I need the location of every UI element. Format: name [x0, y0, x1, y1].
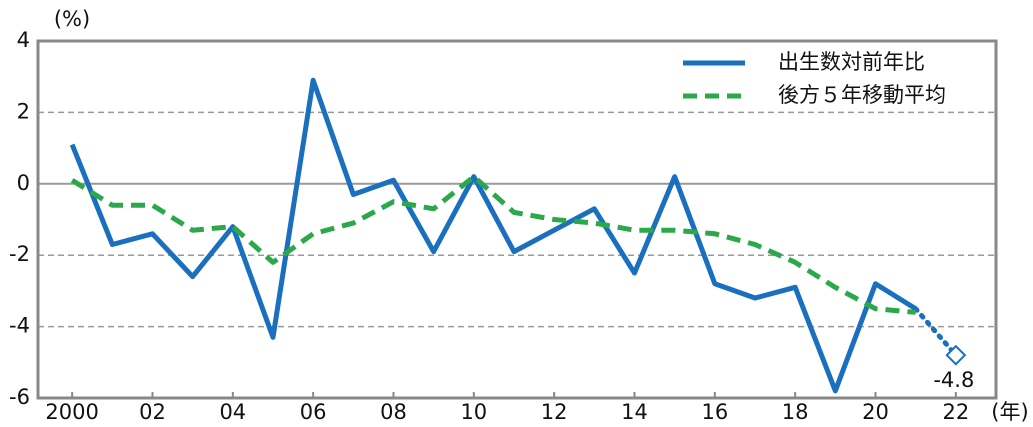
x-tick-label: 18	[782, 400, 809, 424]
series-line	[69, 77, 917, 394]
x-tick-label: 16	[701, 400, 728, 424]
y-tick-label: -2	[9, 242, 30, 266]
y-tick-label: 2	[17, 99, 30, 123]
x-tick-label: 08	[380, 400, 407, 424]
series-line	[70, 174, 916, 315]
x-tick-label: 04	[219, 400, 246, 424]
y-tick-label: -4	[9, 314, 30, 338]
x-tick-label: 02	[139, 400, 166, 424]
legend-label: 後方５年移動平均	[778, 83, 946, 107]
x-tick-label: 06	[300, 400, 327, 424]
y-tick-label: -6	[9, 385, 30, 409]
y-tick-label: 0	[17, 171, 30, 195]
estimate-marker	[945, 344, 967, 366]
y-tick-label: 4	[17, 28, 30, 52]
x-tick-label: 2000	[45, 400, 98, 424]
legend-label: 出生数対前年比	[778, 50, 925, 74]
data-label: -4.8	[933, 368, 974, 392]
x-tick-label: 12	[541, 400, 568, 424]
x-unit: (年)	[991, 400, 1028, 424]
plot-frame	[36, 39, 998, 400]
y-unit: (%)	[54, 7, 90, 31]
x-tick-label: 22	[942, 400, 969, 424]
x-tick-label: 20	[862, 400, 889, 424]
estimate-line	[913, 306, 959, 358]
x-tick-label: 14	[621, 400, 648, 424]
x-tick-label: 10	[460, 400, 487, 424]
